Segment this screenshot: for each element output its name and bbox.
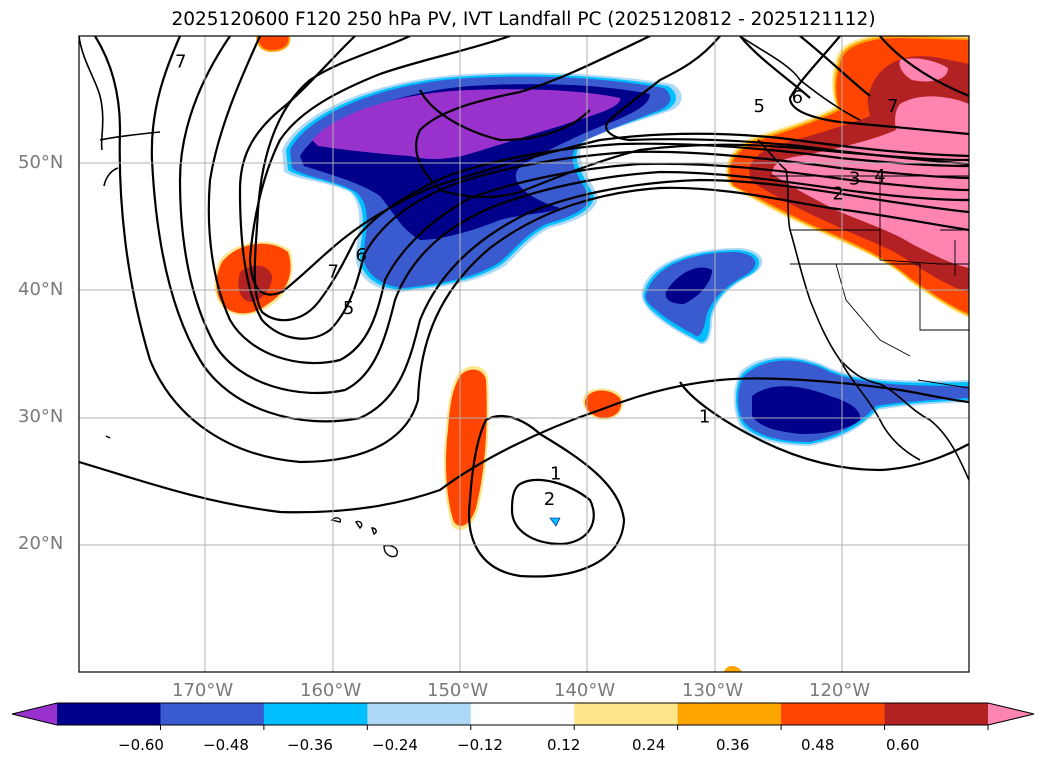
colorbar-segment (367, 703, 472, 725)
colorbar-tick-label: 0.24 (632, 736, 666, 754)
political-borders (770, 175, 969, 389)
colorbar-tick-label: −0.24 (372, 736, 418, 754)
positive-anomaly-subtropical (444, 366, 489, 530)
contour-label: 2 (832, 184, 843, 205)
contour-label: 7 (887, 96, 898, 117)
colorbar-outline (11, 702, 1035, 726)
gridlines (79, 36, 969, 672)
contour-label: 7 (328, 261, 339, 282)
lon-label-160w: 160°W (300, 680, 362, 701)
lon-label-120w: 120°W (809, 680, 871, 701)
colorbar-segment (781, 703, 886, 725)
colorbar-segment (57, 703, 161, 725)
positive-anomaly-bottom (724, 666, 742, 672)
colorbar-extend-high (988, 703, 1034, 725)
contour-label: 6 (792, 87, 803, 108)
colorbar-tick-label: −0.12 (457, 736, 503, 754)
colorbar-segment (470, 703, 575, 725)
map-title: 2025120600 F120 250 hPa PV, IVT Landfall… (171, 9, 876, 30)
contour-label: 7 (175, 51, 186, 72)
colorbar-segment (160, 703, 265, 725)
contour-label: 1 (550, 464, 561, 485)
colorbar-tick-label: 0.36 (716, 736, 750, 754)
colorbar-extend-low (12, 703, 57, 725)
lat-label-50n: 50°N (18, 152, 64, 173)
colorbar-tick-label: −0.60 (118, 736, 164, 754)
lat-label-20n: 20°N (18, 533, 64, 554)
lat-label-30n: 30°N (18, 406, 64, 427)
positive-anomaly-top (256, 36, 291, 52)
colorbar (11, 702, 1035, 730)
negative-anomaly-north-pacific (282, 72, 682, 292)
colorbar-tick-label: −0.36 (287, 736, 333, 754)
lat-label-40n: 40°N (18, 279, 64, 300)
negative-anomaly-tiny (549, 517, 561, 527)
lon-label-130w: 130°W (682, 680, 744, 701)
contour-label: 2 (544, 489, 555, 510)
colorbar-tick-label: 0.60 (886, 736, 920, 754)
pv-contours (79, 36, 969, 578)
contour-label: 5 (753, 96, 764, 117)
colorbar-tick-label: −0.48 (203, 736, 249, 754)
colorbar-tick-label: 0.48 (801, 736, 835, 754)
lon-label-170w: 170°W (172, 680, 234, 701)
colorbar-segment (884, 703, 989, 725)
lon-label-150w: 150°W (427, 680, 489, 701)
lon-label-140w: 140°W (554, 680, 616, 701)
colorbar-segment (263, 703, 368, 725)
contour-label: 6 (356, 245, 367, 266)
map-frame (78, 35, 970, 673)
colorbar-segment (677, 703, 782, 725)
negative-anomaly-central (641, 248, 763, 345)
contour-label: 1 (699, 406, 710, 427)
colorbar-tick-label: 0.12 (547, 736, 581, 754)
contour-label: 3 (849, 168, 860, 189)
contour-label: 4 (874, 166, 885, 187)
colorbar-segment (574, 703, 679, 725)
contour-label: 5 (343, 298, 354, 319)
